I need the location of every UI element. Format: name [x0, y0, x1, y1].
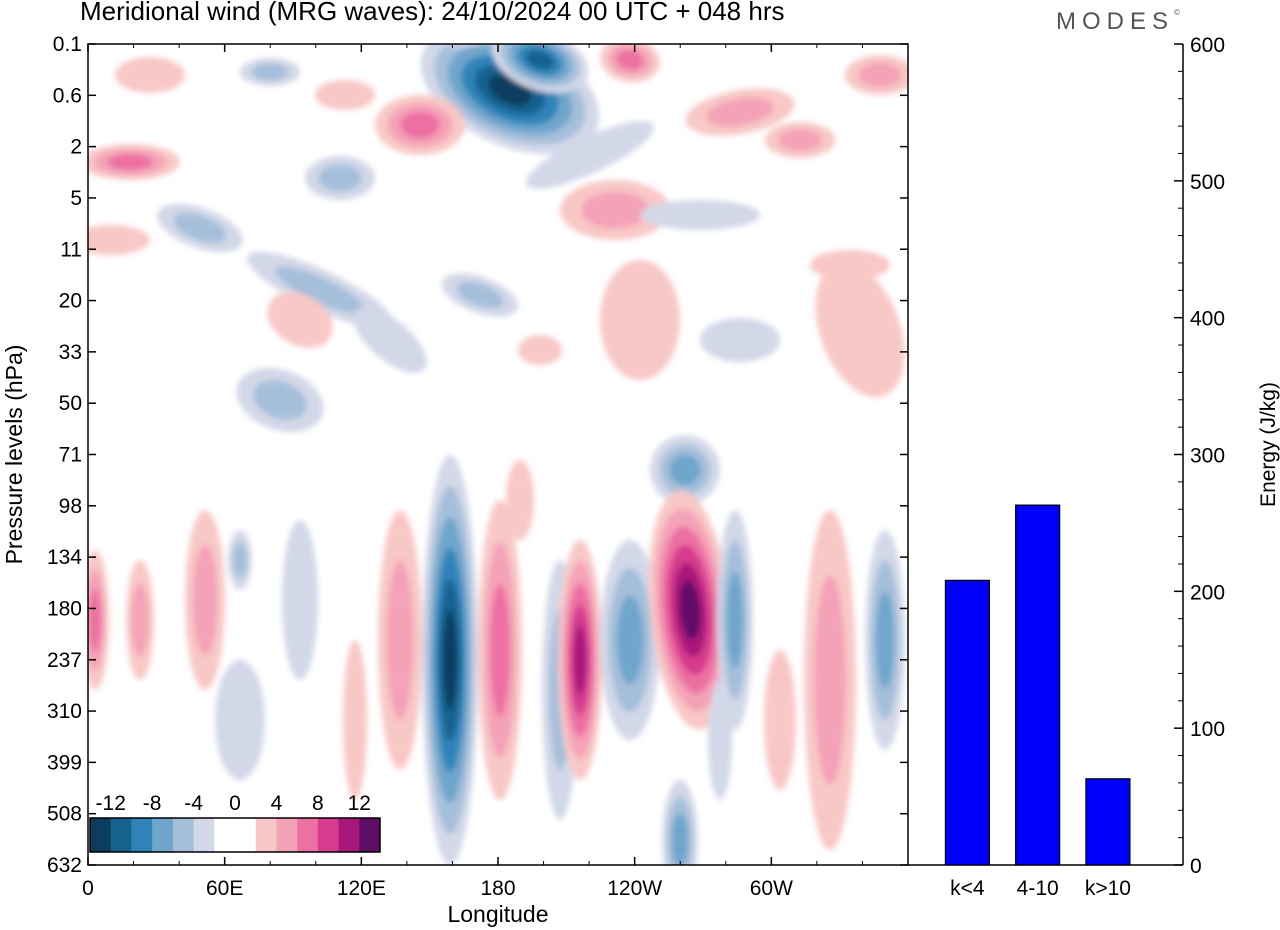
- y-tick-label: 50: [59, 392, 82, 415]
- y-tick-label: 399: [47, 751, 82, 774]
- y-tick-label: 71: [59, 444, 82, 467]
- wind-field: [88, 44, 908, 865]
- x-tick-label: 120E: [337, 877, 386, 900]
- colorbar-frame: [89, 817, 381, 853]
- x-tick-label: 120W: [607, 877, 662, 900]
- y-tick-label: 33: [59, 341, 82, 364]
- colorbar-swatch: [110, 818, 132, 852]
- energy-axis-label: Energy (J/kg): [1257, 382, 1280, 507]
- energy-bar: [944, 579, 991, 866]
- colorbar-label: -4: [184, 792, 203, 815]
- energy-tick-label: 300: [1190, 445, 1225, 468]
- colorbar-swatch: [338, 818, 360, 852]
- colorbar-swatch: [152, 818, 174, 852]
- colorbar-swatch: [276, 818, 298, 852]
- colorbar-swatch: [90, 818, 112, 852]
- colorbar-label: 8: [312, 792, 324, 815]
- energy-tick-label: 400: [1190, 308, 1225, 331]
- energy-bar: [1085, 778, 1131, 866]
- y-tick-label: 20: [59, 290, 82, 313]
- y-tick-label: 508: [47, 803, 82, 826]
- energy-category-label: 4-10: [1017, 877, 1059, 900]
- x-tick-label: 60W: [750, 877, 793, 900]
- y-tick-label: 632: [47, 854, 82, 877]
- energy-bars: 0 100 200 300 400 500 600 Energy (J/kg) k<4 4-10 k…: [908, 34, 1280, 900]
- colorbar-label: 0: [229, 792, 241, 815]
- energy-tick-label: 500: [1190, 171, 1225, 194]
- y-tick-label: 134: [47, 546, 82, 569]
- colorbar: -12 -8 -4 0 4 8 12: [89, 792, 381, 853]
- energy-tick-label: 0: [1190, 855, 1202, 878]
- y-tick-label: 0.6: [53, 84, 82, 107]
- y-tick-label: 237: [47, 649, 82, 672]
- wind-contours: [88, 44, 908, 865]
- x-tick-label: 180: [480, 877, 515, 900]
- colorbar-swatch: [193, 818, 215, 852]
- colorbar-swatch: [255, 818, 277, 852]
- x-tick-label: 60E: [206, 877, 243, 900]
- y-tick-label: 2: [70, 136, 82, 159]
- energy-category-label: k<4: [950, 877, 985, 900]
- y-tick-label: 180: [47, 597, 82, 620]
- y-tick-label: 5: [70, 187, 82, 210]
- colorbar-swatch: [214, 818, 236, 852]
- y-tick-label: 98: [59, 495, 82, 518]
- y-tick-label: 310: [47, 700, 82, 723]
- colorbar-label: -8: [143, 792, 162, 815]
- energy-tick-label: 600: [1190, 34, 1225, 57]
- colorbar-swatch: [297, 818, 319, 852]
- chart-title: Meridional wind (MRG waves): 24/10/2024 …: [80, 0, 785, 26]
- energy-tick-label: 200: [1190, 581, 1225, 604]
- colorbar-label: 12: [348, 792, 371, 815]
- x-tick-label: 0: [82, 877, 94, 900]
- colorbar-label: 4: [271, 792, 283, 815]
- colorbar-swatch: [317, 818, 340, 852]
- colorbar-swatch: [359, 818, 381, 852]
- colorbar-swatch: [235, 818, 257, 852]
- y-tick-label: 11: [60, 238, 82, 261]
- x-axis-label: Longitude: [447, 901, 548, 927]
- colorbar-label: -12: [96, 792, 126, 815]
- axes: 0 60E 120E 180 120W 60W Longitude 0.1 0.6 2 5 11 20 3…: [1, 33, 909, 927]
- y-tick-label: 0.1: [53, 33, 82, 56]
- energy-bar: [1015, 504, 1061, 866]
- y-axis-label: Pressure levels (hPa): [1, 345, 27, 565]
- energy-tick-label: 100: [1190, 718, 1225, 741]
- colorbar-swatch: [131, 818, 153, 852]
- brand-logo: MODES©: [1056, 8, 1180, 35]
- colorbar-swatch: [172, 818, 195, 852]
- energy-category-label: k>10: [1085, 877, 1131, 900]
